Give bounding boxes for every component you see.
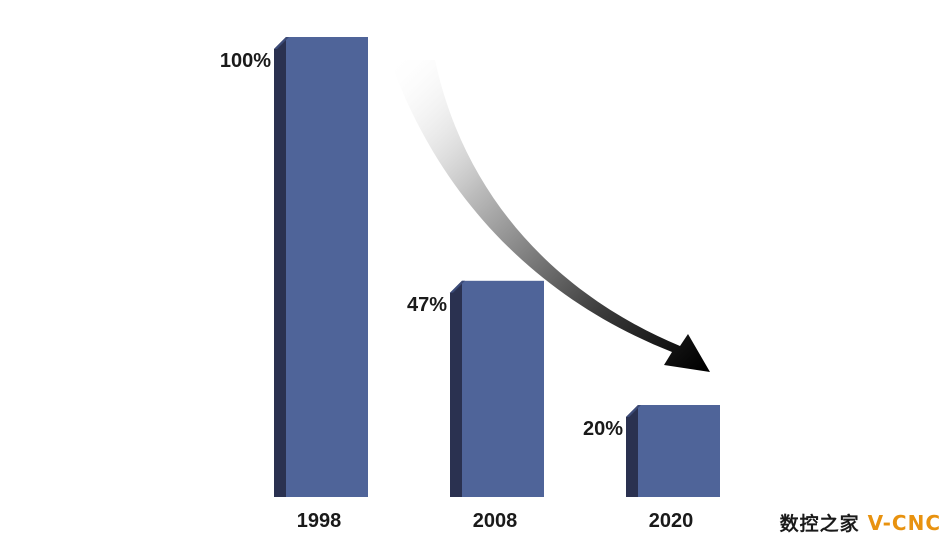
watermark: 数控之家 V-CNC (780, 509, 941, 536)
bar-top-1998 (274, 37, 289, 49)
labels-group: 100% 1998 47% 2008 20% 2020 (220, 50, 693, 532)
watermark-cn-text: 数控之家 (779, 513, 860, 535)
category-label-2008: 2008 (473, 510, 518, 532)
category-label-1998: 1998 (297, 510, 342, 532)
bars-group (274, 37, 720, 497)
bar-top-2020 (626, 405, 641, 417)
bar-side-2008 (450, 280, 462, 497)
value-label-2008: 47% (407, 294, 447, 316)
bar-2020 (638, 405, 720, 497)
bar-side-1998 (274, 37, 286, 497)
value-label-2020: 20% (583, 418, 623, 440)
category-label-2020: 2020 (649, 510, 694, 532)
watermark-en-text: V-CNC (867, 511, 941, 535)
trend-arrow (390, 60, 710, 372)
bar-side-2020 (626, 405, 638, 497)
bar-2008 (462, 280, 544, 497)
bar-top-2008 (450, 280, 465, 293)
value-label-1998: 100% (220, 50, 271, 72)
bar-1998 (286, 37, 368, 497)
